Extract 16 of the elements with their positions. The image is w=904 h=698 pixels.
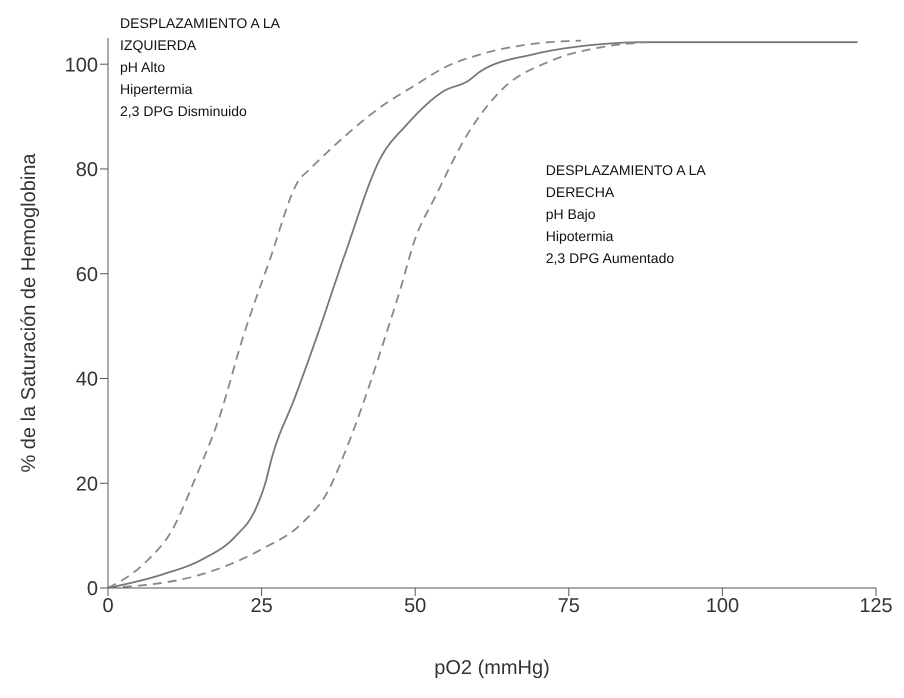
x-tick-label: 25 bbox=[250, 595, 273, 618]
x-axis-title: pO2 (mmHg) bbox=[434, 657, 550, 679]
x-tick-label: 100 bbox=[706, 595, 740, 618]
annotation: DESPLAZAMIENTO A LA DERECHA pH Bajo Hipotermia 2,3 DPG Aumentado bbox=[546, 161, 706, 268]
y-tick-label: 80 bbox=[76, 159, 98, 182]
y-tick-label: 20 bbox=[76, 473, 98, 496]
y-axis-title: % de la Saturación de Hemoglobina bbox=[18, 152, 40, 473]
x-tick-label: 125 bbox=[859, 595, 893, 618]
y-tick-label: 40 bbox=[76, 368, 98, 391]
y-tick-label: 60 bbox=[76, 264, 98, 286]
x-tick-label: 0 bbox=[102, 595, 114, 618]
y-tick-label: 0 bbox=[86, 578, 98, 600]
x-tick-label: 75 bbox=[558, 595, 580, 618]
x-tick-label: 50 bbox=[404, 595, 426, 618]
annotation: DESPLAZAMIENTO A LA IZQUIERDA pH Alto Hipertermia 2,3 DPG Disminuido bbox=[120, 14, 280, 121]
y-tick-label: 100 bbox=[64, 54, 98, 76]
